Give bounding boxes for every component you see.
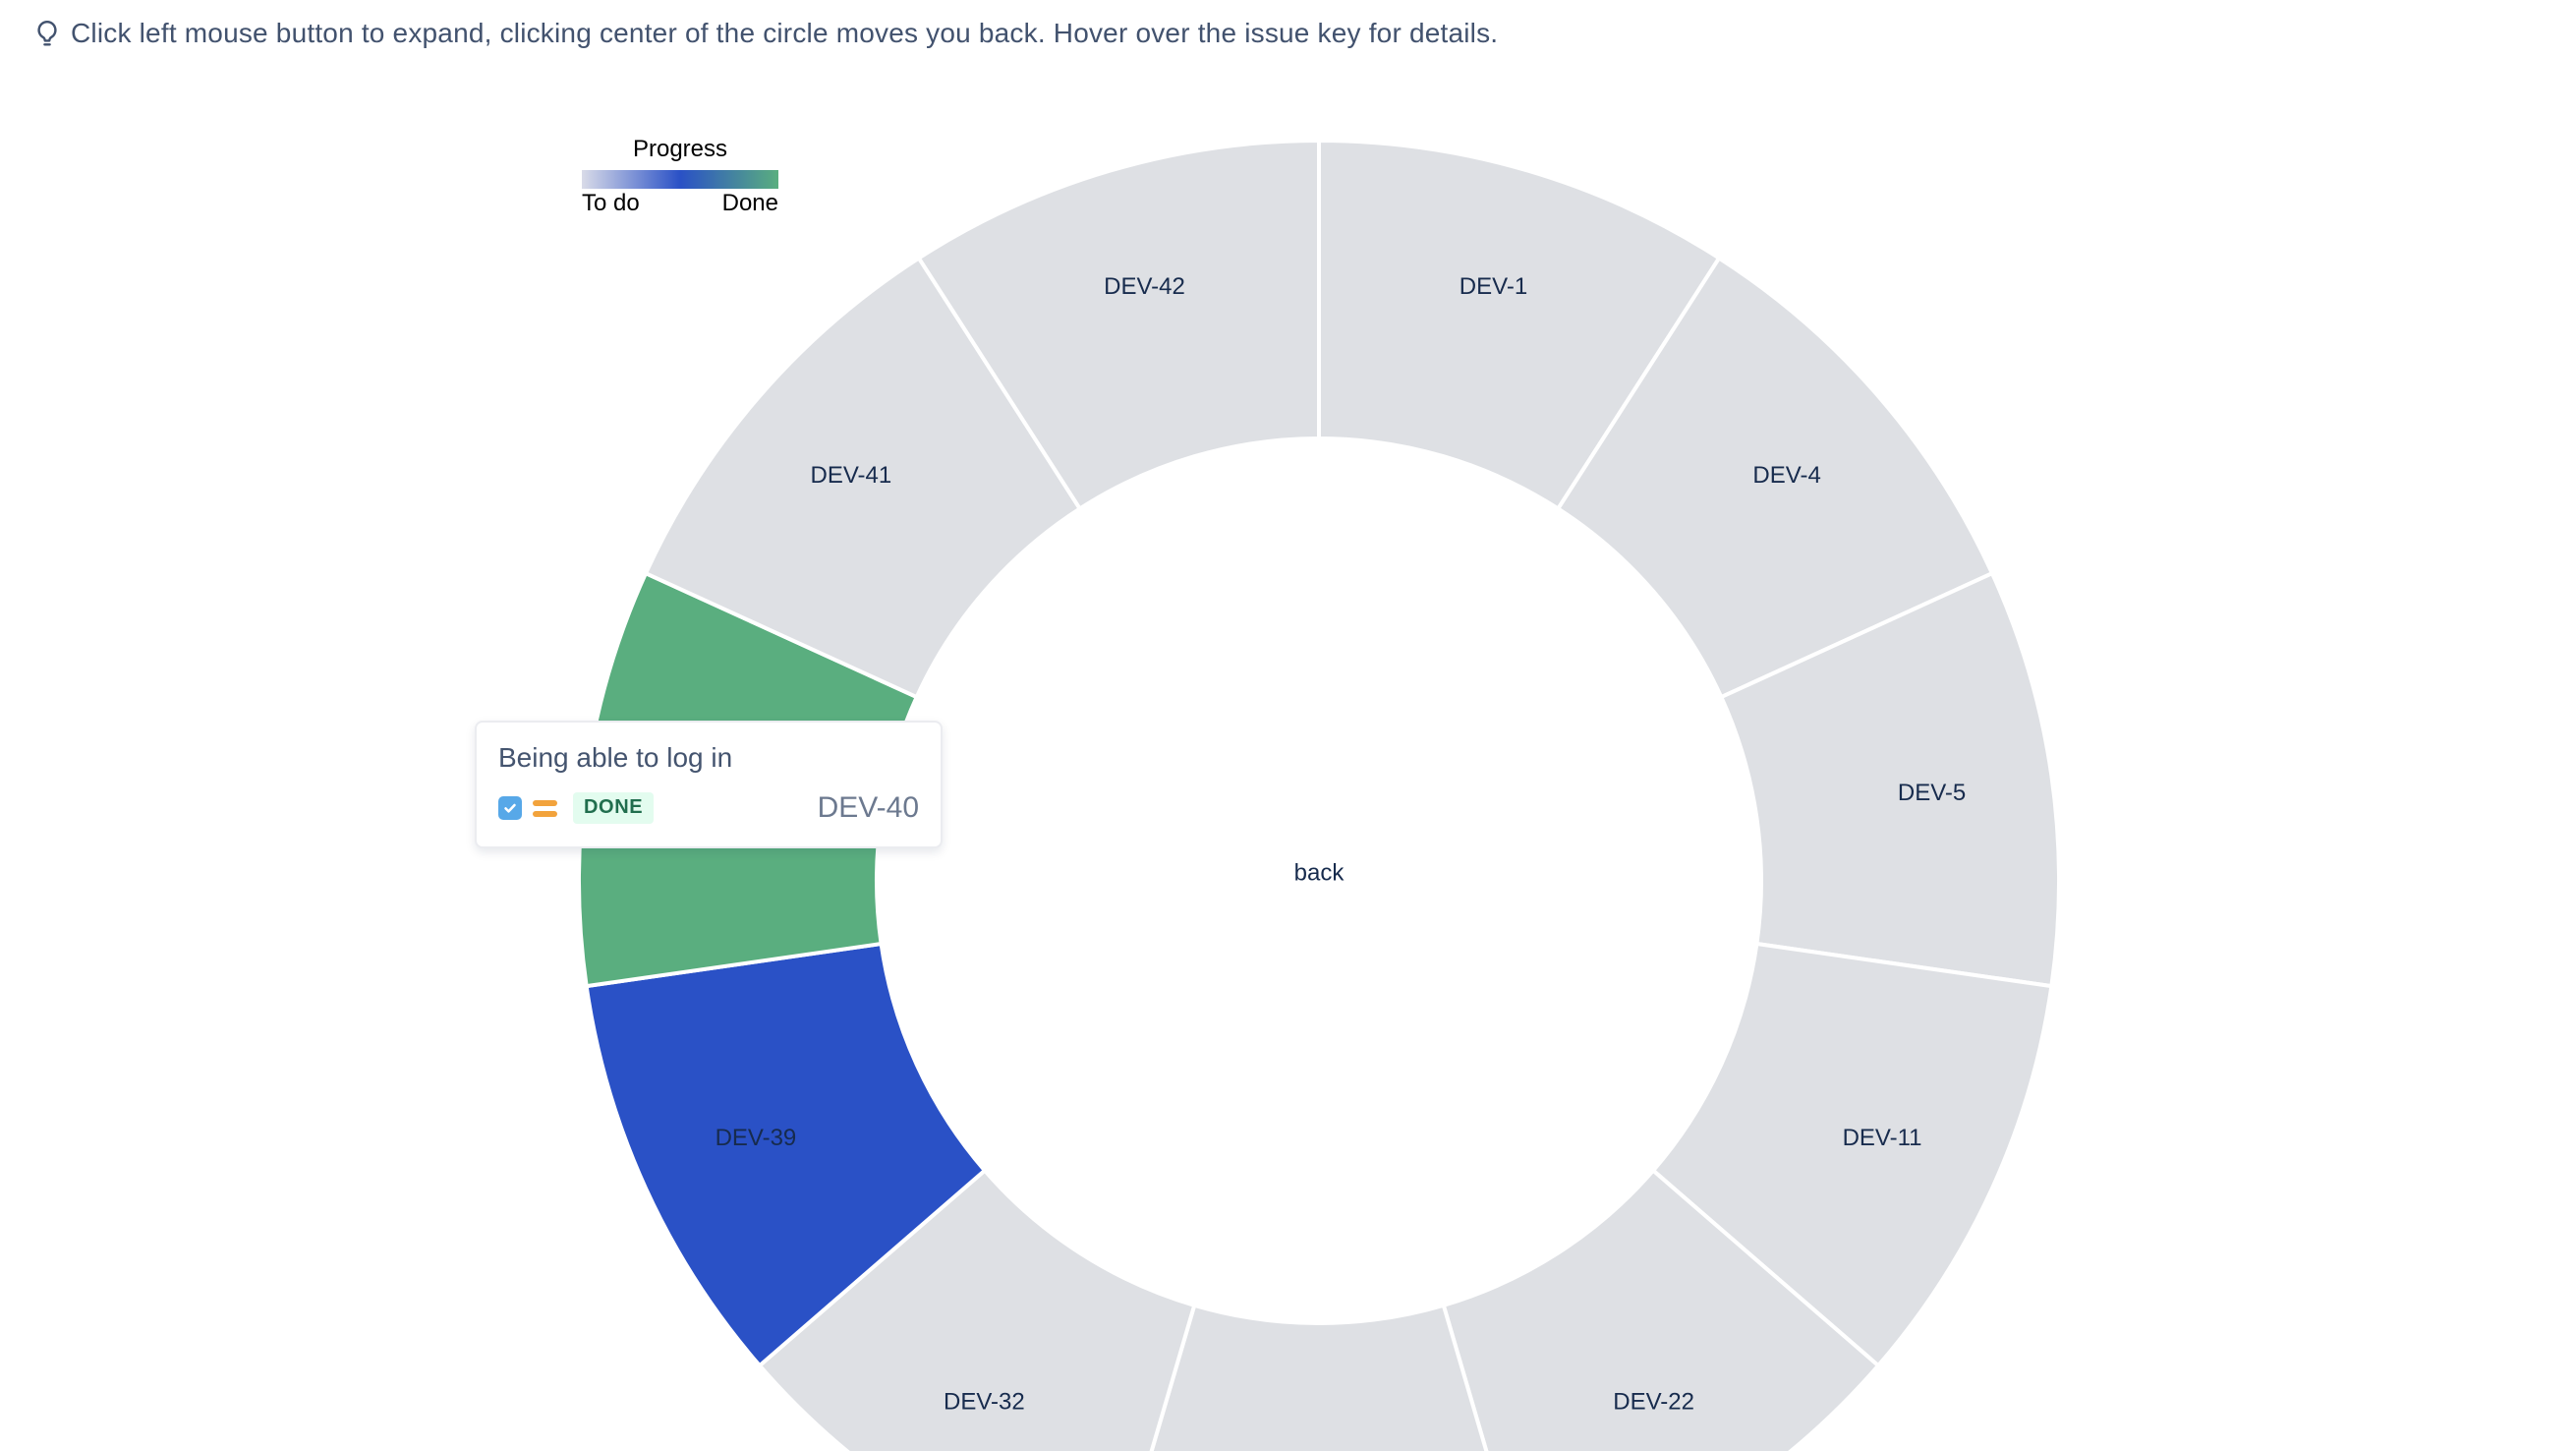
- center-back-button[interactable]: back: [1294, 860, 1345, 887]
- tooltip-issue-summary: Being able to log in: [498, 742, 733, 773]
- priority-medium-icon: [533, 799, 557, 817]
- segment-DEV-42[interactable]: [916, 139, 1321, 511]
- legend-labels: To do Done: [582, 191, 778, 216]
- segment-DEV-22[interactable]: [1441, 1168, 1881, 1451]
- issue-tooltip: Being able to log in DONE DEV-40: [475, 721, 943, 848]
- instruction-bar: Click left mouse button to expand, click…: [32, 18, 1498, 49]
- tooltip-meta-row: DONE DEV-40: [498, 791, 919, 825]
- lightbulb-icon: [32, 19, 62, 48]
- tooltip-issue-key: DEV-40: [817, 791, 919, 824]
- instruction-text: Click left mouse button to expand, click…: [71, 18, 1499, 48]
- legend-gradient-bar: [582, 170, 778, 189]
- status-badge: DONE: [573, 792, 655, 824]
- segment-unlabeled[interactable]: [1111, 1303, 1527, 1451]
- progress-legend: Progress To do Done: [582, 136, 778, 216]
- legend-end-label: Done: [721, 190, 778, 216]
- task-checkbox-icon: [498, 796, 522, 820]
- legend-start-label: To do: [582, 190, 640, 216]
- legend-title: Progress: [632, 136, 728, 162]
